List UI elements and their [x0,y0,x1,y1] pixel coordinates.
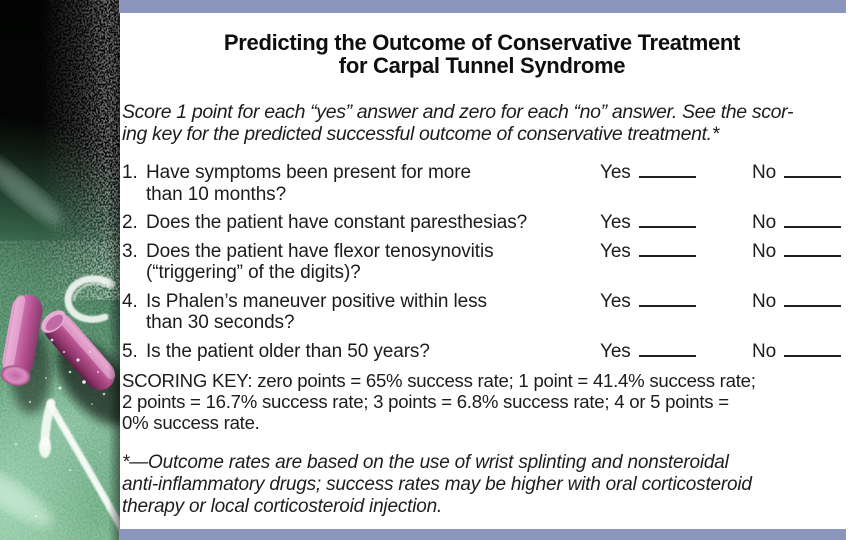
question-text: 4. Is Phalen’s maneuver positive within … [122,291,600,334]
question-number: 5. [122,340,138,362]
yes-answer-blank[interactable] [638,223,696,228]
scoring-key: SCORING KEY: zero points = 65% success r… [122,370,846,433]
no-answer: No [752,291,846,313]
no-answer: No [752,212,846,234]
yes-label: Yes [600,212,631,233]
footnote-line: *—Outcome rates are based on the use of … [122,452,729,473]
question-lines: Is the patient older than 50 years? [146,341,600,363]
chalkboard-photo [0,0,120,540]
question-lines: Have symptoms been present for more than… [146,162,600,205]
question-lines: Does the patient have flexor tenosynovit… [146,241,600,284]
question-text: 3. Does the patient have flexor tenosyno… [122,241,600,284]
no-answer-blank[interactable] [784,173,842,178]
question-row: 3. Does the patient have flexor tenosyno… [122,241,846,284]
question-text-line: Does the patient have flexor tenosynovit… [146,240,494,262]
yes-answer: Yes [600,241,752,263]
question-lines: Does the patient have constant paresthes… [146,212,600,234]
instructions-line: ing key for the predicted successful out… [122,122,719,145]
scoring-key-line: 0% success rate. [122,412,260,433]
no-label: No [752,162,777,183]
yes-answer-blank[interactable] [638,252,696,257]
no-label: No [752,240,777,262]
question-text-line: (“triggering” of the digits)? [146,262,361,283]
question-text: 2. Does the patient have constant parest… [122,212,600,234]
yes-answer: Yes [600,212,752,234]
yes-label: Yes [600,290,631,312]
photo-edge-shade [0,0,120,540]
question-list: 1. Have symptoms been present for more t… [122,162,846,362]
instructions-text: Score 1 point for each “yes” answer and … [122,101,846,145]
yes-answer-blank[interactable] [638,173,696,178]
no-answer-blank[interactable] [784,352,842,357]
no-answer: No [752,241,846,263]
question-text-line: than 10 months? [146,183,287,205]
question-number: 3. [122,240,138,262]
title-line-1: Predicting the Outcome of Conservative T… [223,30,741,55]
question-text: 5. Is the patient older than 50 years? [122,341,600,363]
yes-label: Yes [600,162,631,183]
question-row: 5. Is the patient older than 50 years? Y… [122,341,846,363]
no-answer: No [752,162,846,184]
question-number: 1. [122,162,138,183]
question-lines: Is Phalen’s maneuver positive within les… [146,291,600,334]
yes-answer-blank[interactable] [638,302,696,307]
instructions-line: Score 1 point for each “yes” answer and … [122,101,794,123]
no-answer-blank[interactable] [784,302,842,307]
question-text-line: Is the patient older than 50 years? [146,340,430,362]
no-answer-blank[interactable] [784,223,842,228]
no-answer: No [752,341,846,363]
no-label: No [752,212,777,233]
no-label: No [752,290,777,312]
footnote-line: therapy or local corticosteroid injectio… [122,496,443,517]
scoring-key-line: SCORING KEY: zero points = 65% success r… [122,370,756,391]
scoring-key-line: 2 points = 16.7% success rate; 3 points … [122,391,729,412]
question-row: 4. Is Phalen’s maneuver positive within … [122,291,846,334]
chalkboard-art [0,0,120,540]
top-accent-bar [119,0,846,13]
question-text-line: Does the patient have constant paresthes… [146,212,528,233]
question-text-line: than 30 seconds? [146,312,295,333]
no-label: No [752,340,777,362]
question-text: 1. Have symptoms been present for more t… [122,162,600,205]
yes-answer: Yes [600,162,752,184]
yes-label: Yes [600,240,631,262]
footnote-line: anti-inflammatory drugs; success rates m… [122,474,752,495]
question-text-line: Have symptoms been present for more [146,162,471,183]
yes-answer: Yes [600,291,752,313]
yes-answer-blank[interactable] [638,352,696,357]
question-number: 4. [122,290,138,312]
title-line-2: for Carpal Tunnel Syndrome [338,53,626,78]
question-number: 2. [122,212,138,233]
bottom-accent-bar [119,529,846,540]
question-text-line: Is Phalen’s maneuver positive within les… [146,290,487,312]
page-title: Predicting the Outcome of Conservative T… [122,31,846,77]
question-row: 1. Have symptoms been present for more t… [122,162,846,205]
scorecard-panel: Predicting the Outcome of Conservative T… [120,13,846,529]
no-answer-blank[interactable] [784,252,842,257]
yes-label: Yes [600,340,631,362]
question-row: 2. Does the patient have constant parest… [122,212,846,234]
footnote: *—Outcome rates are based on the use of … [122,452,846,518]
yes-answer: Yes [600,341,752,363]
